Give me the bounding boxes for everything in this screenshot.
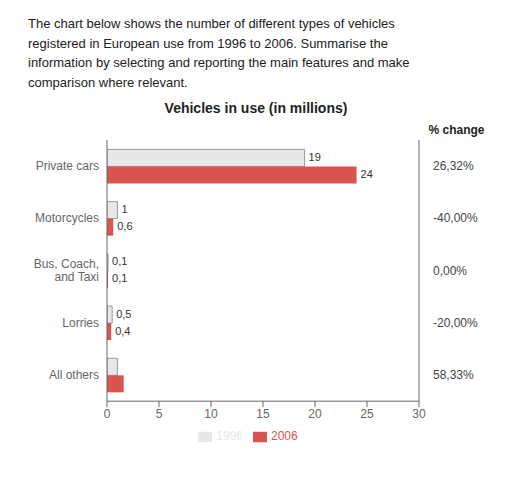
svg-text:25: 25 bbox=[360, 407, 374, 421]
svg-text:15: 15 bbox=[256, 407, 270, 421]
svg-text:24: 24 bbox=[361, 168, 373, 180]
svg-text:Lorries: Lorries bbox=[62, 316, 99, 330]
svg-text:-40,00%: -40,00% bbox=[433, 211, 478, 225]
html-text:2006: 2006 bbox=[271, 429, 298, 444]
html-text:comparison where relevant.: comparison where relevant. bbox=[28, 74, 188, 90]
svg-text:58,33%: 58,33% bbox=[433, 368, 474, 382]
svg-text:0,4: 0,4 bbox=[115, 325, 130, 337]
html-text:information by selecting and r: information by selecting and reporting t… bbox=[28, 55, 410, 70]
html-text:registered in European use fro: registered in European use from 1996 to … bbox=[28, 35, 388, 51]
svg-text:-20,00%: -20,00% bbox=[433, 316, 478, 330]
svg-text:20: 20 bbox=[308, 407, 322, 421]
svg-text:% change: % change bbox=[428, 123, 484, 137]
html-text:1996: 1996 bbox=[216, 429, 243, 444]
svg-text:Bus, Coach,and Taxi: Bus, Coach,and Taxi bbox=[34, 257, 99, 284]
svg-text:0: 0 bbox=[104, 407, 111, 421]
svg-text:30: 30 bbox=[412, 407, 426, 421]
svg-text:All others: All others bbox=[49, 368, 99, 382]
svg-text:0,1: 0,1 bbox=[112, 272, 127, 284]
svg-text:0,00%: 0,00% bbox=[433, 264, 467, 278]
svg-text:0,1: 0,1 bbox=[112, 255, 127, 267]
svg-text:10: 10 bbox=[204, 407, 218, 421]
svg-text:0,6: 0,6 bbox=[117, 220, 132, 232]
svg-text:0,5: 0,5 bbox=[116, 308, 131, 320]
svg-text:19: 19 bbox=[309, 151, 321, 163]
svg-text:5: 5 bbox=[156, 407, 163, 421]
svg-text:26,32%: 26,32% bbox=[433, 159, 474, 173]
html-text:The chart below shows the numb: The chart below shows the number of diff… bbox=[28, 16, 395, 31]
svg-text:Private cars: Private cars bbox=[36, 159, 99, 173]
html-text:Vehicles in use (in millions): Vehicles in use (in millions) bbox=[164, 100, 348, 116]
svg-text:Motorcycles: Motorcycles bbox=[35, 211, 99, 225]
svg-text:1: 1 bbox=[121, 203, 127, 215]
